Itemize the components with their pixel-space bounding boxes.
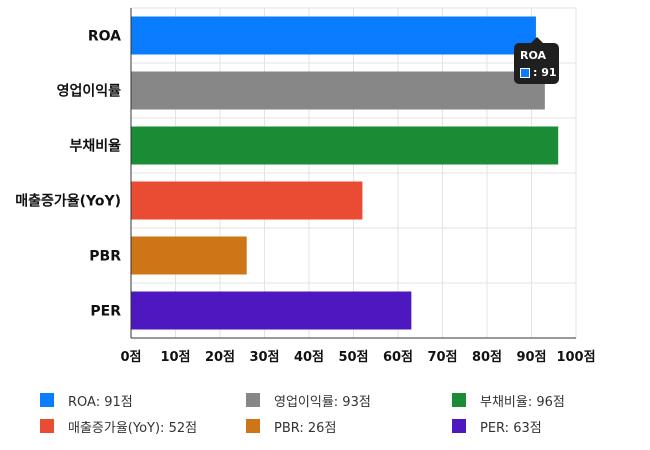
legend-label: ROA: 91점 xyxy=(68,394,133,410)
tooltip-row: : 91 xyxy=(520,66,557,79)
category-label: 영업이익률 xyxy=(57,83,122,100)
tooltip-title: ROA xyxy=(520,49,547,62)
legend-label: PBR: 26점 xyxy=(274,420,337,436)
legend-swatch xyxy=(40,419,54,433)
category-label: 부채비율 xyxy=(69,138,121,155)
x-tick-label: 20점 xyxy=(205,350,235,365)
bar xyxy=(131,71,545,110)
legend-swatch xyxy=(452,419,466,433)
category-label: ROA xyxy=(88,29,121,45)
bar xyxy=(131,291,412,330)
x-tick-label: 0점 xyxy=(120,350,141,365)
legend-label: PER: 63점 xyxy=(480,420,542,436)
legend-swatch xyxy=(246,393,260,407)
tooltip-swatch xyxy=(520,67,530,78)
legend-item[interactable]: PBR: 26점 xyxy=(246,416,336,436)
x-tick-label: 40점 xyxy=(294,350,324,365)
legend-label: 매출증가율(YoY): 52점 xyxy=(68,420,198,436)
legend-label: 영업이익률: 93점 xyxy=(274,394,371,410)
x-tick-label: 60점 xyxy=(383,350,413,365)
legend-label: 부채비율: 96점 xyxy=(480,394,565,410)
legend-item[interactable]: 영업이익률: 93점 xyxy=(246,390,371,410)
category-label: PER xyxy=(90,304,121,320)
legend-item[interactable]: PER: 63점 xyxy=(452,416,542,436)
x-tick-label: 100점 xyxy=(556,350,595,365)
legend-item[interactable]: 매출증가율(YoY): 52점 xyxy=(40,416,197,436)
legend-swatch xyxy=(40,393,54,407)
bar xyxy=(131,181,363,220)
legend-swatch xyxy=(452,393,466,407)
category-label: PBR xyxy=(89,249,121,265)
x-tick-label: 80점 xyxy=(472,350,502,365)
x-tick-label: 70점 xyxy=(427,350,457,365)
legend-item[interactable]: 부채비율: 96점 xyxy=(452,390,565,410)
x-tick-label: 10점 xyxy=(160,350,190,365)
bar xyxy=(131,16,536,55)
category-label: 매출증가율(YoY) xyxy=(15,193,121,210)
legend-item[interactable]: ROA: 91점 xyxy=(40,390,133,410)
tooltip: ROA : 91 xyxy=(514,37,559,84)
x-tick-label: 50점 xyxy=(338,350,368,365)
x-tick-label: 30점 xyxy=(249,350,279,365)
bar xyxy=(131,126,559,165)
legend-swatch xyxy=(246,419,260,433)
x-tick-label: 90점 xyxy=(516,350,546,365)
tooltip-value: : 91 xyxy=(533,66,557,79)
bar xyxy=(131,236,247,275)
